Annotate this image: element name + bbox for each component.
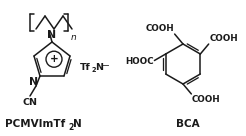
Text: COOH: COOH: [192, 95, 221, 104]
Text: N: N: [73, 119, 82, 129]
Text: COOH: COOH: [145, 24, 174, 33]
Text: Tf: Tf: [80, 64, 91, 72]
Text: CN: CN: [22, 98, 37, 107]
Text: N: N: [29, 77, 38, 87]
Text: −: −: [102, 61, 110, 69]
Text: n: n: [71, 33, 77, 42]
Text: +: +: [50, 54, 58, 64]
Text: N: N: [47, 30, 57, 40]
Text: PCMVImTf: PCMVImTf: [5, 119, 65, 129]
Text: COOH: COOH: [209, 34, 238, 43]
Text: 2: 2: [91, 67, 96, 73]
Text: N: N: [95, 64, 103, 72]
Text: BCA: BCA: [176, 119, 200, 129]
Text: 2: 2: [68, 123, 73, 132]
Text: HOOC: HOOC: [125, 56, 154, 66]
